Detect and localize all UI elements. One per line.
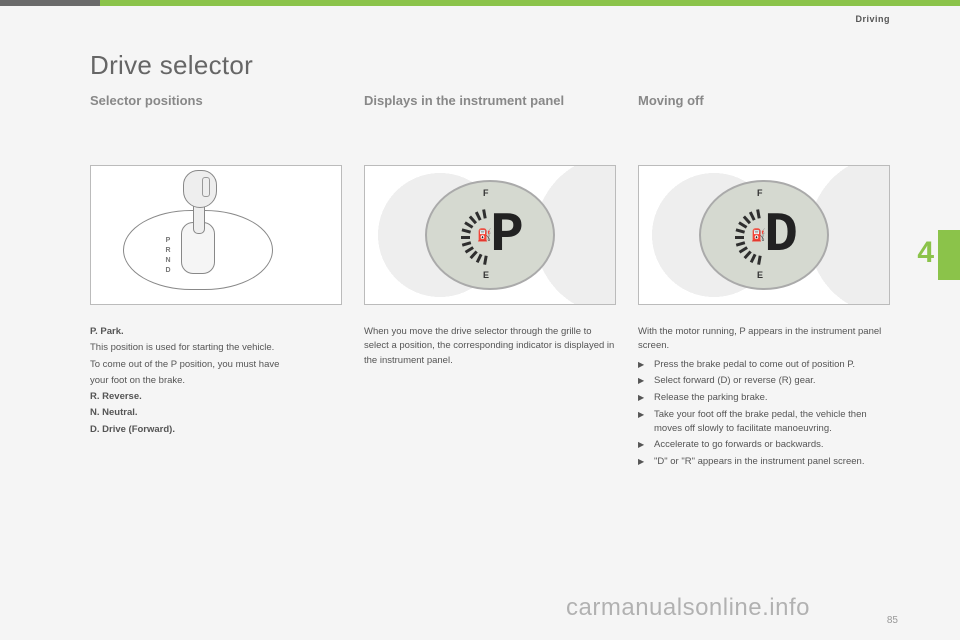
column-selector-positions: Selector positions P R N D P. Park. This…: [90, 93, 342, 472]
label-park: Park.: [98, 326, 124, 337]
lcd-panel: F E ⛽ D: [699, 180, 829, 290]
chapter-side-tab: [938, 230, 960, 280]
gauge-label-empty: E: [757, 270, 763, 280]
intro-moving-off: With the motor running, P appears in the…: [638, 325, 890, 354]
shifter-knob-shape: [183, 170, 217, 208]
step-item: Accelerate to go forwards or backwards.: [638, 438, 890, 452]
body-selector-positions: P. Park. This position is used for start…: [90, 325, 342, 437]
fuel-pump-icon: ⛽: [751, 228, 766, 242]
top-accent-bar: [0, 0, 960, 6]
illustration-shifter: P R N D: [90, 165, 342, 305]
column-moving-off: Moving off: [638, 93, 890, 472]
gauge-label-full: F: [483, 188, 489, 198]
step-item: Press the brake pedal to come out of pos…: [638, 358, 890, 372]
body-moving-off: With the motor running, P appears in the…: [638, 325, 890, 469]
watermark: carmanualsonline.info: [566, 594, 810, 622]
body-displays: When you move the drive selector through…: [364, 325, 616, 368]
step-item: Release the parking brake.: [638, 391, 890, 405]
page-content: Drive selector Selector positions P R N …: [90, 50, 890, 472]
column-displays: Displays in the instrument panel: [364, 93, 616, 472]
text-line: This position is used for starting the v…: [90, 341, 342, 355]
label-d: D. Drive (Forward).: [90, 423, 342, 437]
label-r: R. Reverse.: [90, 390, 342, 404]
shifter-position-labels: P R N D: [163, 236, 173, 276]
lcd-panel: F E ⛽ P: [425, 180, 555, 290]
label-n: N. Neutral.: [90, 406, 342, 420]
text-line: your foot on the brake.: [90, 374, 342, 388]
columns-row: Selector positions P R N D P. Park. This…: [90, 93, 890, 472]
header-section-label: Driving: [855, 14, 890, 24]
heading-selector-positions: Selector positions: [90, 93, 342, 127]
step-item: Take your foot off the brake pedal, the …: [638, 408, 890, 436]
text-line: To come out of the P position, you must …: [90, 358, 342, 372]
gauge-label-full: F: [757, 188, 763, 198]
label-p: P.: [90, 326, 98, 337]
gauge-label-empty: E: [483, 270, 489, 280]
lcd-letter: D: [764, 203, 796, 267]
page-number: 85: [887, 615, 898, 626]
steps-list: Press the brake pedal to come out of pos…: [638, 358, 890, 469]
fuel-pump-icon: ⛽: [477, 228, 492, 242]
lcd-letter: P: [490, 203, 522, 267]
text-displays: When you move the drive selector through…: [364, 325, 616, 368]
heading-displays: Displays in the instrument panel: [364, 93, 616, 127]
step-item: "D" or "R" appears in the instrument pan…: [638, 455, 890, 469]
page-title: Drive selector: [90, 50, 890, 81]
chapter-number: 4: [917, 236, 934, 270]
heading-moving-off: Moving off: [638, 93, 890, 127]
step-item: Select forward (D) or reverse (R) gear.: [638, 374, 890, 388]
illustration-display-p: F E ⛽ P: [364, 165, 616, 305]
illustration-display-d: F E ⛽ D: [638, 165, 890, 305]
